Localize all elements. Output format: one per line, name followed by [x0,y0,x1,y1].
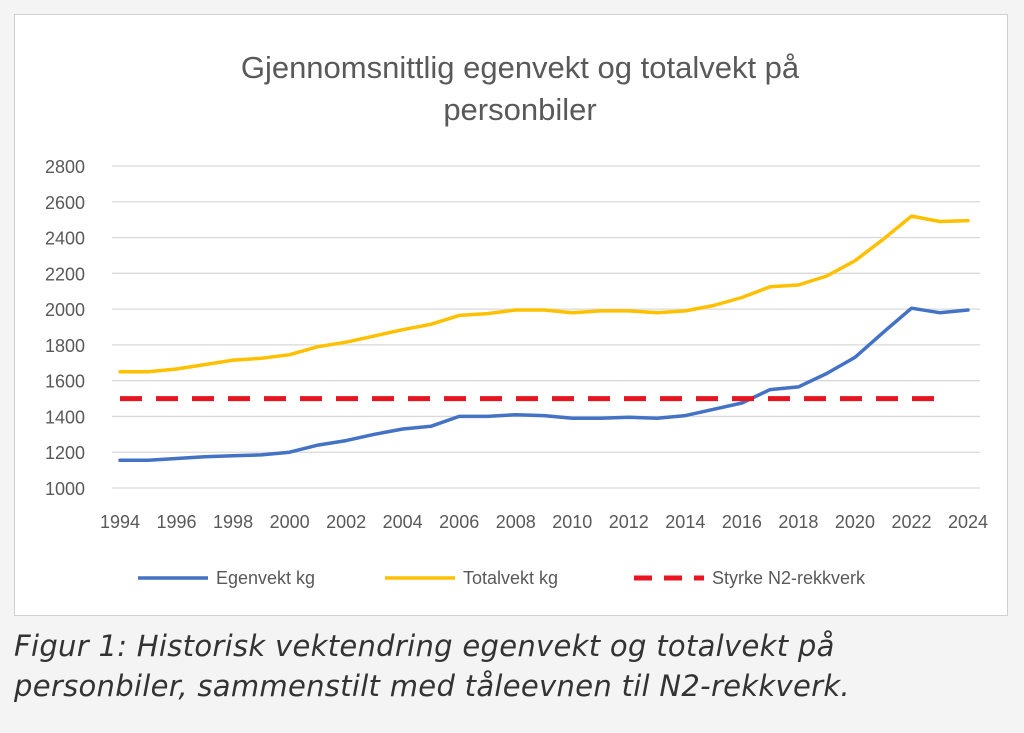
x-tick-label: 2004 [383,512,423,532]
x-tick-label: 2024 [948,512,988,532]
figure-caption: Figur 1: Historisk vektendring egenvekt … [14,626,1004,706]
y-axis-ticks: 1000 1200 1400 1600 1800 2000 2200 2400 2600 2800 [45,157,85,499]
x-tick-label: 2008 [496,512,536,532]
chart-title-line-1: Gjennomsnittlig egenvekt og totalvekt på [241,50,800,85]
gridlines [112,165,980,489]
x-tick-label: 1998 [213,512,253,532]
x-tick-label: 1994 [100,512,140,532]
legend-label-3: Styrke N2-rekkverk [712,568,866,588]
x-tick-label: 1996 [157,512,197,532]
x-tick-label: 2018 [778,512,818,532]
x-tick-label: 2012 [609,512,649,532]
y-tick-label: 1400 [45,407,85,427]
series-lines [118,214,970,463]
legend: Egenvekt kg Totalvekt kg Styrke N2-rekkver… [138,568,866,588]
caption-line-1: Figur 1: Historisk vektendring egenvekt … [14,629,835,663]
y-tick-label: 2000 [45,300,85,320]
legend-label-1: Egenvekt kg [216,568,315,588]
chart-frame [14,14,1008,616]
series-line-2 [118,214,970,374]
y-tick-label: 1800 [45,336,85,356]
y-tick-label: 2800 [45,157,85,177]
legend-label-2: Totalvekt kg [463,568,558,588]
caption-line-2: personbiler, sammenstilt med tåleevnen t… [14,669,850,703]
chart-title-line-2: personbiler [443,92,596,127]
x-tick-label: 2020 [835,512,875,532]
y-tick-label: 2600 [45,193,85,213]
x-tick-label: 2014 [665,512,705,532]
x-tick-label: 2010 [552,512,592,532]
y-tick-label: 2200 [45,264,85,284]
y-tick-label: 2400 [45,229,85,249]
y-tick-label: 1600 [45,372,85,392]
x-tick-label: 2002 [326,512,366,532]
y-tick-label: 1000 [45,479,85,499]
x-axis-ticks: 1994 1996 1998 2000 2002 2004 2006 2008 2010 2012… [100,512,988,532]
y-tick-label: 1200 [45,443,85,463]
x-tick-label: 2000 [270,512,310,532]
x-tick-label: 2022 [891,512,931,532]
x-tick-label: 2006 [439,512,479,532]
series-line-1 [118,306,970,463]
x-tick-label: 2016 [722,512,762,532]
